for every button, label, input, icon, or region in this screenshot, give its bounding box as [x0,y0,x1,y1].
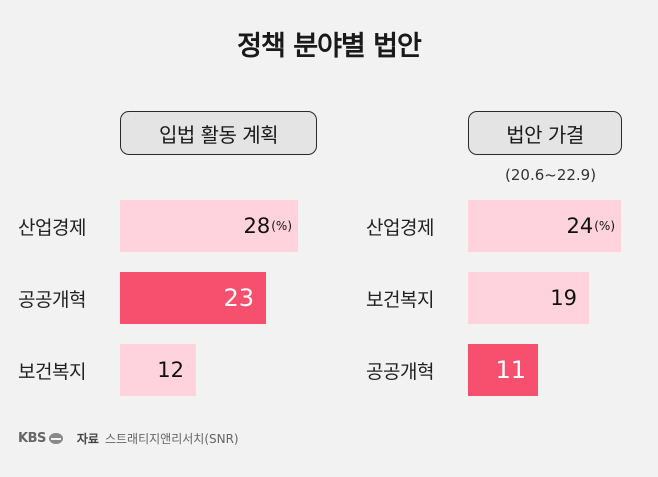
data-label-value: 11 [495,356,526,384]
bar [120,200,298,252]
category-label: 공공개혁 [18,288,86,311]
data-label-value: 24 [566,214,594,238]
source-label: 자료 [76,432,99,446]
data-label-value: 19 [550,286,577,310]
kbs-logo-icon [48,433,63,444]
source-text: 스트래티지앤리서치(SNR) [104,432,239,446]
bar [468,200,621,252]
category-label: 공공개혁 [366,360,434,383]
bar [120,344,196,396]
bar [468,272,589,324]
data-label: 11 [495,344,526,396]
category-label: 산업경제 [18,216,86,239]
footer: KBS 자료 스트래티지앤리서치(SNR) [18,430,239,447]
category-label: 보건복지 [18,360,86,383]
data-label: 23 [223,272,254,324]
data-label: 19 [550,272,577,324]
data-label-value: 23 [223,284,254,312]
unit-label: (%) [594,219,615,233]
right-panel-title: 법안 가결 [468,111,622,155]
data-label-value: 28 [243,214,271,238]
data-label: 28 (%) [244,200,293,252]
chart-title: 정책 분야별 법안 [237,31,422,62]
data-label-value: 12 [157,358,184,382]
data-label: 12 [157,344,184,396]
left-panel-title: 입법 활동 계획 [120,111,317,155]
right-panel-period: (20.6~22.9) [505,166,597,184]
bar [468,344,538,396]
bar [120,272,266,324]
category-label: 보건복지 [366,288,434,311]
category-label: 산업경제 [366,216,434,239]
data-label: 24 (%) [567,200,616,252]
unit-label: (%) [271,219,292,233]
kbs-logo-text: KBS [18,431,46,446]
